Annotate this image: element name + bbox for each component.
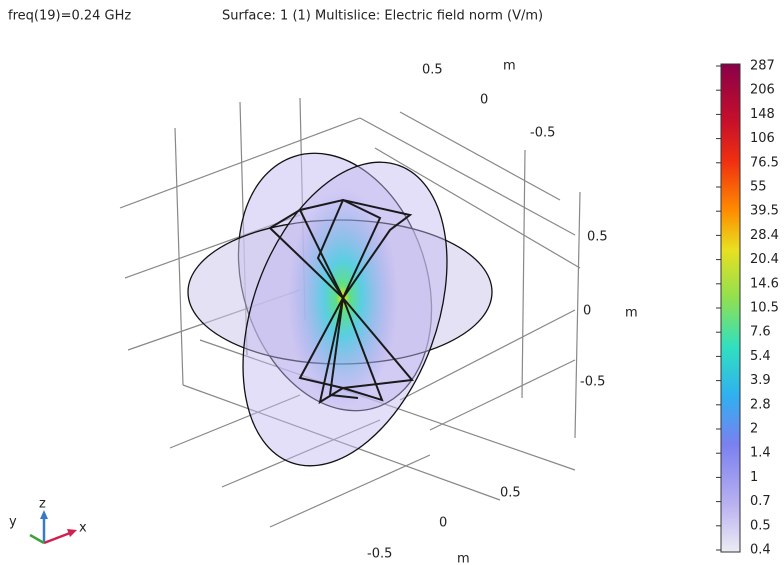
parameter-label: freq(19)=0.24 GHz xyxy=(8,9,131,24)
colorbar-label: 106 xyxy=(750,131,775,146)
colorbar-label: 2 xyxy=(750,422,758,437)
colorbar-label: 20.4 xyxy=(750,252,779,267)
axis-tick-label: -0.5 xyxy=(367,547,392,562)
axis-tick-label: -0.5 xyxy=(580,375,605,390)
colorbar-label: 0.5 xyxy=(750,518,771,533)
colorbar-label: 39.5 xyxy=(750,204,779,219)
colorbar xyxy=(720,63,741,553)
axis-tick-label: 0.5 xyxy=(500,486,521,501)
axis-unit: m xyxy=(503,59,516,74)
plot-title: Surface: 1 (1) Multislice: Electric fiel… xyxy=(222,9,543,24)
axis-unit: m xyxy=(625,306,638,321)
orientation-triad: z y x xyxy=(9,497,87,545)
axis-tick-label: -0.5 xyxy=(530,126,555,141)
colorbar-label: 1 xyxy=(750,470,758,485)
colorbar-label: 0.4 xyxy=(750,543,771,558)
axis-tick-label: 0 xyxy=(439,516,447,531)
axis-grid xyxy=(119,97,581,528)
colorbar-label: 76.5 xyxy=(750,155,779,170)
colorbar-label: 7.6 xyxy=(750,325,771,340)
colorbar-label: 1.4 xyxy=(750,446,771,461)
antenna-wire xyxy=(268,198,414,405)
axis-tick-label: 0 xyxy=(480,93,488,108)
colorbar-label: 206 xyxy=(750,83,775,98)
triad-label: x xyxy=(79,521,87,536)
triad-label: z xyxy=(39,497,46,512)
colorbar-label: 0.7 xyxy=(750,494,771,509)
colorbar-label: 28.4 xyxy=(750,228,779,243)
colorbar-label: 148 xyxy=(750,107,775,122)
axis-tick-label: 0 xyxy=(583,304,591,319)
axis-tick-label: 0.5 xyxy=(422,63,443,78)
colorbar-label: 3.9 xyxy=(750,373,771,388)
colorbar-label: 55 xyxy=(750,180,767,195)
colorbar-label: 14.6 xyxy=(750,276,779,291)
axis-tick-label: 0.5 xyxy=(587,230,608,245)
colorbar-label: 2.8 xyxy=(750,397,771,412)
axis-unit: m xyxy=(457,552,470,565)
triad-label: y xyxy=(9,515,17,530)
colorbar-label: 10.5 xyxy=(750,301,779,316)
colorbar-label: 287 xyxy=(750,59,775,74)
scene xyxy=(119,97,581,528)
colorbar-label: 5.4 xyxy=(750,349,771,364)
